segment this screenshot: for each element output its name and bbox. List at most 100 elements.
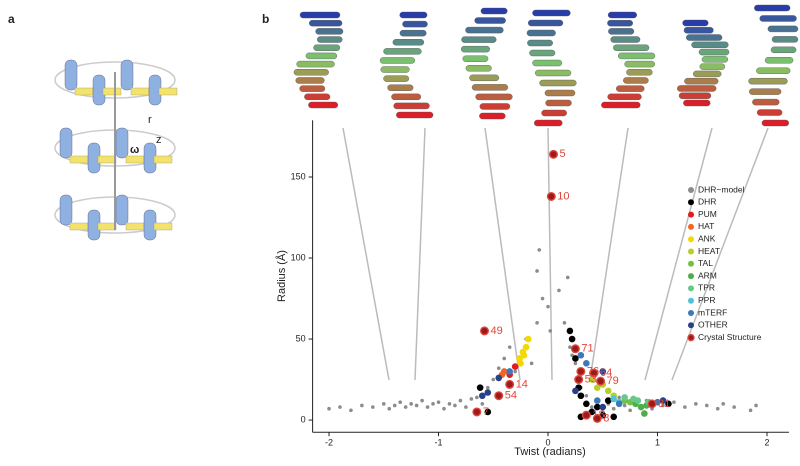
point (447, 402, 452, 406)
helix (474, 17, 506, 24)
point (513, 369, 517, 374)
point (387, 406, 392, 411)
helix (756, 109, 783, 116)
point (349, 408, 353, 413)
x-tick-label: -1 (435, 438, 443, 448)
point (464, 405, 468, 409)
point (557, 288, 561, 293)
crystal-point (589, 368, 599, 378)
point (588, 376, 596, 383)
helix (626, 69, 653, 76)
helix (532, 9, 571, 17)
point (732, 405, 736, 409)
point (511, 363, 519, 370)
point (475, 395, 479, 400)
point-label: 81 (658, 398, 670, 410)
helix (475, 93, 513, 101)
helix (379, 57, 416, 64)
helix (764, 57, 794, 64)
helix (469, 74, 500, 82)
helix (526, 29, 556, 37)
helix (698, 48, 730, 56)
helix (317, 36, 343, 43)
helix (623, 77, 649, 84)
legend-marker (688, 223, 694, 230)
helix (761, 119, 789, 127)
panel-label: a (8, 12, 15, 26)
helix (684, 77, 719, 85)
point (522, 343, 530, 351)
helix (601, 101, 641, 109)
helix (682, 19, 709, 27)
point (572, 387, 579, 395)
helix (392, 39, 425, 46)
point (583, 400, 590, 408)
point (683, 405, 687, 409)
point (572, 355, 579, 362)
point-label: 14 (516, 378, 528, 390)
point (604, 387, 612, 395)
legend-marker (688, 310, 694, 316)
helix (299, 11, 341, 19)
crystal-point (570, 344, 580, 354)
point (577, 351, 585, 359)
legend-label: PPR (698, 295, 715, 305)
point (590, 405, 594, 409)
point-label: 79 (607, 375, 619, 387)
point (442, 406, 446, 411)
point (721, 402, 726, 406)
helix (608, 28, 635, 35)
helix (683, 99, 711, 107)
legend-label: TPR (698, 283, 715, 293)
legend-label: mTERF (698, 307, 727, 317)
helix (480, 7, 508, 15)
point (599, 368, 607, 375)
helix (677, 85, 717, 92)
y-tick-label: 0 (301, 414, 306, 424)
helix (748, 77, 788, 85)
legend-label: DHR (698, 197, 716, 207)
point (584, 393, 589, 398)
helix (309, 19, 343, 27)
point (661, 403, 665, 408)
helix (624, 60, 655, 68)
point-label: 10 (557, 190, 569, 202)
helix (752, 98, 780, 106)
point (398, 400, 402, 405)
point (593, 384, 601, 391)
crystal-point (505, 379, 515, 389)
crystal-point (546, 191, 556, 201)
helix (532, 59, 563, 67)
helix (617, 52, 656, 60)
strand (97, 222, 117, 231)
point (496, 366, 501, 370)
point (573, 361, 578, 366)
helix (607, 93, 642, 101)
helix (771, 36, 799, 43)
legend-label: ANK (698, 233, 716, 243)
x-tick-label: 2 (764, 438, 769, 448)
point (634, 397, 642, 404)
helix (402, 20, 428, 28)
crystal-point (581, 410, 591, 420)
point (476, 384, 484, 391)
helix (59, 127, 73, 159)
point (583, 360, 590, 367)
point (566, 327, 574, 335)
helix (545, 99, 572, 107)
point-label: 53 (585, 373, 597, 385)
strand (102, 87, 122, 96)
strand (125, 222, 145, 231)
panel-label: b (262, 12, 269, 26)
point (484, 408, 492, 416)
helix (296, 60, 335, 68)
helix (691, 41, 729, 49)
point-label: 7 (483, 406, 489, 418)
helix (399, 11, 428, 19)
y-tick-label: 50 (296, 333, 306, 343)
connector (589, 127, 629, 381)
point (537, 248, 542, 252)
point (715, 406, 720, 411)
helix (539, 79, 577, 87)
point (535, 321, 539, 325)
